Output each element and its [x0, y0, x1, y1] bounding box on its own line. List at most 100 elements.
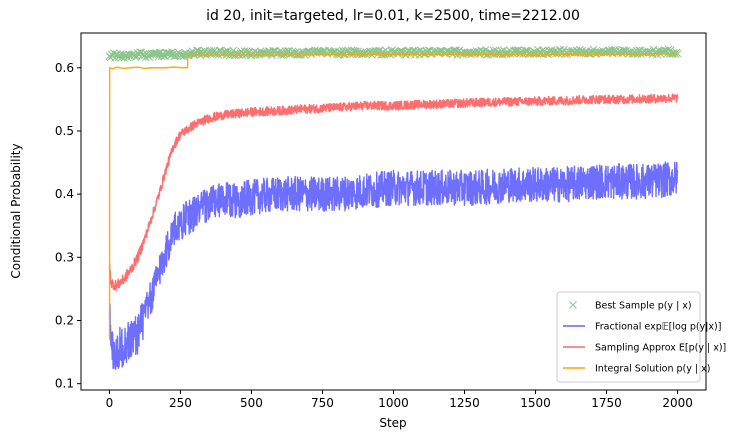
- best-sample-marker: [137, 48, 146, 57]
- best-sample-marker: [639, 48, 648, 57]
- best-sample-marker: [335, 47, 343, 56]
- best-sample-marker: [132, 52, 141, 61]
- best-sample-marker: [452, 46, 460, 55]
- best-sample-marker: [139, 50, 148, 58]
- best-sample-marker: [455, 46, 464, 55]
- best-sample-marker: [269, 46, 277, 55]
- best-sample-marker: [557, 49, 566, 58]
- series-sampling-approx-e-p-y-x: [108, 93, 679, 292]
- best-sample-marker: [581, 49, 590, 58]
- best-sample-marker: [308, 47, 317, 56]
- best-sample-marker: [287, 49, 296, 58]
- best-sample-marker: [632, 46, 641, 55]
- best-sample-marker: [106, 53, 115, 62]
- best-sample-marker: [223, 47, 232, 55]
- best-sample-marker: [518, 46, 526, 55]
- best-sample-marker: [652, 49, 660, 57]
- best-sample-marker: [590, 48, 599, 57]
- best-sample-marker: [385, 49, 393, 58]
- best-sample-marker: [211, 49, 219, 58]
- best-sample-marker: [174, 48, 183, 57]
- best-sample-marker: [512, 47, 521, 55]
- best-sample-marker: [114, 53, 123, 62]
- best-sample-marker: [547, 46, 556, 54]
- best-sample-marker: [305, 47, 314, 56]
- best-sample-marker: [636, 46, 644, 55]
- best-sample-marker: [662, 46, 671, 55]
- best-sample-marker: [218, 50, 226, 59]
- best-sample-marker: [410, 47, 418, 55]
- series-fractional-exp-log-p-y-x: [108, 161, 679, 370]
- best-sample-marker: [556, 46, 565, 54]
- best-sample-marker: [388, 46, 397, 54]
- best-sample-marker: [112, 50, 121, 59]
- legend-box: [556, 291, 701, 383]
- best-sample-marker: [393, 49, 401, 57]
- best-sample-marker: [116, 50, 125, 58]
- best-sample-marker: [111, 54, 119, 62]
- best-sample-marker: [163, 48, 172, 57]
- best-sample-marker: [577, 49, 585, 58]
- best-sample-marker: [511, 46, 519, 55]
- best-sample-marker: [670, 48, 679, 57]
- best-sample-marker: [264, 47, 273, 55]
- best-sample-marker: [545, 47, 554, 55]
- best-sample-marker: [499, 46, 508, 54]
- best-sample-marker: [405, 46, 414, 55]
- best-sample-marker: [157, 52, 166, 61]
- best-sample-marker: [579, 49, 588, 57]
- best-sample-marker: [271, 47, 280, 55]
- best-sample-marker: [513, 46, 522, 55]
- best-sample-marker: [140, 51, 149, 60]
- best-sample-marker: [148, 50, 157, 58]
- best-sample-marker: [319, 47, 327, 56]
- best-sample-marker: [216, 46, 225, 55]
- best-sample-marker: [311, 46, 319, 55]
- x-tick-label: 1000: [378, 396, 409, 410]
- best-sample-marker: [443, 47, 451, 55]
- best-sample-marker: [193, 46, 201, 55]
- best-sample-marker: [237, 47, 246, 56]
- best-sample-marker: [487, 49, 496, 57]
- best-sample-marker: [403, 49, 411, 57]
- best-sample-marker: [620, 46, 629, 55]
- best-sample-marker: [121, 51, 130, 60]
- best-sample-marker: [589, 45, 598, 54]
- best-sample-marker: [257, 49, 266, 58]
- best-sample-marker: [206, 50, 215, 58]
- best-sample-marker: [527, 49, 535, 58]
- best-sample-marker: [128, 50, 136, 59]
- best-sample-marker: [152, 49, 160, 57]
- best-sample-marker: [451, 46, 459, 54]
- best-sample-marker: [320, 46, 329, 55]
- best-sample-marker: [153, 49, 161, 58]
- best-sample-marker: [281, 47, 290, 55]
- best-sample-marker: [641, 48, 650, 57]
- best-sample-marker: [532, 49, 541, 58]
- best-sample-marker: [431, 47, 440, 56]
- best-sample-marker: [144, 52, 152, 61]
- best-sample-marker: [151, 49, 159, 58]
- best-sample-marker: [180, 51, 189, 60]
- best-sample-marker: [568, 47, 576, 56]
- best-sample-marker: [535, 49, 543, 57]
- best-sample-marker: [354, 47, 363, 56]
- best-sample-marker: [573, 48, 582, 57]
- best-sample-marker: [612, 46, 621, 55]
- best-sample-marker: [361, 49, 369, 58]
- best-sample-marker: [576, 45, 584, 54]
- best-sample-marker: [505, 46, 514, 55]
- best-sample-marker: [341, 46, 350, 55]
- best-sample-marker: [598, 46, 607, 55]
- best-sample-marker: [178, 50, 186, 59]
- best-sample-marker: [227, 49, 235, 58]
- best-sample-marker: [426, 46, 434, 55]
- best-sample-marker: [143, 50, 151, 58]
- best-sample-marker: [283, 47, 292, 56]
- best-sample-marker: [304, 47, 313, 56]
- best-sample-marker: [166, 51, 175, 60]
- best-sample-marker: [352, 47, 360, 56]
- best-sample-marker: [502, 49, 510, 58]
- best-sample-marker: [240, 47, 249, 55]
- best-sample-marker: [107, 50, 116, 59]
